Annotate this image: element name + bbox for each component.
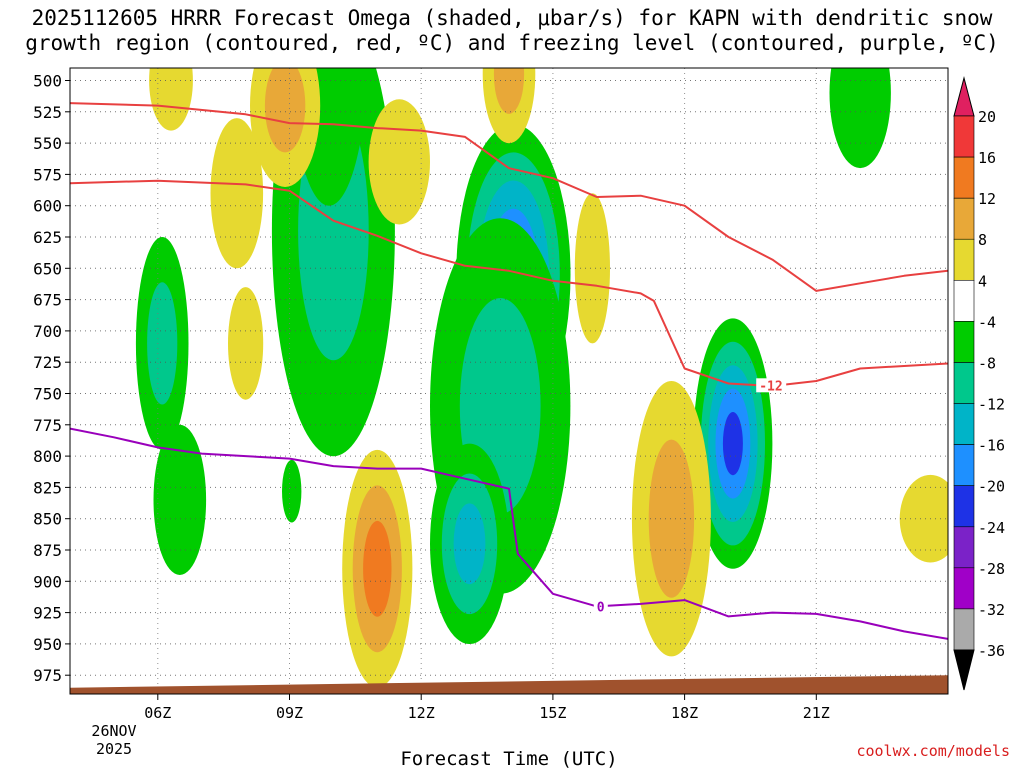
omega-cell-up-1900-4 bbox=[722, 412, 743, 476]
x-tick-label-21Z: 21Z bbox=[803, 704, 830, 722]
contour-label-bg-freezing-level bbox=[593, 599, 608, 614]
y-tick-label-875: 875 bbox=[33, 541, 62, 560]
x-axis: 06Z 09Z 12Z 15Z 18Z 21Z bbox=[144, 694, 830, 722]
colorbar-label-9: -20 bbox=[978, 478, 1005, 496]
x-tick-label-18Z: 18Z bbox=[671, 704, 698, 722]
y-tick-label-525: 525 bbox=[33, 103, 62, 122]
y-tick-label-700: 700 bbox=[33, 322, 62, 341]
colorbar-bin-7 bbox=[953, 403, 975, 445]
contour-dgz-upper bbox=[70, 102, 948, 292]
y-tick-label-825: 825 bbox=[33, 478, 62, 497]
colorbar-label-1: 16 bbox=[978, 149, 996, 167]
colorbar-bin-2 bbox=[953, 197, 975, 240]
omega-cell-down-0730-0 bbox=[210, 118, 264, 269]
colorbar: 20 16 12 8 4 -4 -8 -12 -16 -20 -24 -28 -32 -36 bbox=[953, 76, 1005, 691]
x-tick-label-15Z: 15Z bbox=[539, 704, 566, 722]
colorbar-label-4: 4 bbox=[978, 272, 987, 290]
colorbar-label-13: -36 bbox=[978, 642, 1005, 660]
colorbar-bin-3 bbox=[953, 238, 975, 281]
title-line-1: 2025112605 HRRR Forecast Omega (shaded, … bbox=[31, 6, 993, 30]
y-tick-label-625: 625 bbox=[33, 228, 62, 247]
terrain-strip bbox=[70, 675, 948, 694]
colorbar-bin-11 bbox=[953, 567, 975, 610]
colorbar-top-arrow bbox=[953, 76, 975, 117]
y-tick-label-800: 800 bbox=[33, 447, 62, 466]
colorbar-label-6: -8 bbox=[978, 355, 996, 373]
omega-cell-down-1400-top-1 bbox=[493, 68, 525, 114]
colorbar-bin-0 bbox=[953, 115, 975, 158]
credit-text: coolwx.com/models bbox=[856, 742, 1010, 760]
title-line-2: growth region (contoured, red, ºC) and f… bbox=[25, 31, 999, 55]
contour-freezing-level bbox=[70, 427, 948, 640]
colorbar-bottom-arrow bbox=[953, 649, 975, 691]
y-tick-label-500: 500 bbox=[33, 72, 62, 91]
contour-dgz-lower bbox=[70, 179, 948, 387]
x-tick-label-09Z: 09Z bbox=[276, 704, 303, 722]
omega-cell-down-1600-0 bbox=[574, 193, 611, 344]
y-tick-label-550: 550 bbox=[33, 134, 62, 153]
x-tick-label-12Z: 12Z bbox=[408, 704, 435, 722]
omega-cell-up-0600-1 bbox=[147, 282, 178, 405]
terrain-layer bbox=[70, 675, 948, 694]
colorbar-bin-8 bbox=[953, 444, 975, 487]
x-tick-label-06Z: 06Z bbox=[144, 704, 171, 722]
colorbar-label-10: -24 bbox=[978, 519, 1005, 537]
omega-cell-down-1100-2 bbox=[363, 520, 392, 617]
y-axis: 500 525 550 575 600 625 650 675 700 725 750 775 800 8… bbox=[33, 72, 70, 685]
y-tick-label-725: 725 bbox=[33, 353, 62, 372]
y-tick-label-950: 950 bbox=[33, 635, 62, 654]
y-tick-label-675: 675 bbox=[33, 291, 62, 310]
contour-labels: -12 0 bbox=[593, 378, 787, 615]
omega-cell-up-2200-0 bbox=[829, 68, 891, 169]
x-axis-label: Forecast Time (UTC) bbox=[400, 748, 617, 768]
y-tick-label-900: 900 bbox=[33, 572, 62, 591]
omega-cell-down-1730-1 bbox=[648, 439, 695, 598]
colorbar-bin-1 bbox=[953, 156, 975, 199]
colorbar-label-0: 20 bbox=[978, 108, 996, 126]
colorbar-bin-9 bbox=[953, 485, 975, 528]
omega-cell-down-2330-0 bbox=[899, 474, 948, 563]
date-label-day: 26NOV bbox=[91, 722, 136, 740]
y-tick-label-975: 975 bbox=[33, 666, 62, 685]
y-tick-label-925: 925 bbox=[33, 604, 62, 623]
colorbar-label-5: -4 bbox=[978, 313, 996, 331]
colorbar-bin-6 bbox=[953, 362, 975, 404]
omega-cell-down-0800-mid-0 bbox=[228, 287, 264, 400]
contour-label-dgz-lower: -12 bbox=[759, 379, 782, 394]
y-tick-label-575: 575 bbox=[33, 165, 62, 184]
omega-shading bbox=[135, 68, 948, 688]
date-label-year: 2025 bbox=[96, 740, 132, 758]
contour-label-bg-dgz-lower bbox=[756, 378, 787, 393]
colorbar-label-7: -12 bbox=[978, 396, 1005, 414]
colorbar-label-11: -28 bbox=[978, 560, 1005, 578]
y-tick-label-750: 750 bbox=[33, 385, 62, 404]
y-tick-label-850: 850 bbox=[33, 510, 62, 529]
contour-label-freezing-level: 0 bbox=[597, 600, 605, 615]
colorbar-label-8: -16 bbox=[978, 437, 1005, 455]
colorbar-bin-10 bbox=[953, 526, 975, 569]
omega-cell-down-0630-top-0 bbox=[149, 68, 193, 131]
omega-cell-up-0900-small-0 bbox=[282, 459, 302, 523]
colorbar-label-3: 8 bbox=[978, 231, 987, 249]
omega-cell-up-0630-low-0 bbox=[153, 424, 207, 575]
omega-cell-up-1300-low-2 bbox=[453, 503, 486, 585]
chart-title: 2025112605 HRRR Forecast Omega (shaded, … bbox=[0, 6, 1024, 56]
y-tick-label-600: 600 bbox=[33, 197, 62, 216]
contour-lines bbox=[70, 102, 948, 640]
colorbar-bin-4 bbox=[953, 279, 975, 322]
y-tick-label-650: 650 bbox=[33, 259, 62, 278]
colorbar-bin-5 bbox=[953, 321, 975, 363]
colorbar-bin-12 bbox=[953, 608, 975, 651]
colorbar-label-12: -32 bbox=[978, 601, 1005, 619]
plot-frame bbox=[69, 67, 949, 695]
omega-cell-down-0850-1 bbox=[264, 68, 306, 153]
colorbar-label-2: 12 bbox=[978, 190, 996, 208]
y-tick-label-775: 775 bbox=[33, 416, 62, 435]
